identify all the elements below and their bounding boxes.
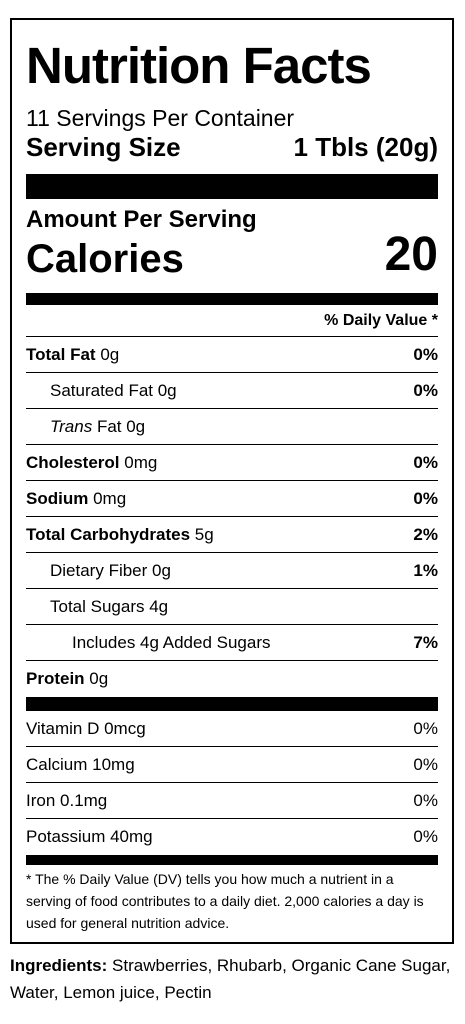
nutrient-row-added-sugars: Includes 4g Added Sugars 7%	[26, 625, 438, 662]
nutrient-label: Cholesterol	[26, 452, 120, 472]
daily-value-footnote: * The % Daily Value (DV) tells you how m…	[26, 871, 424, 931]
serving-size-row: Serving Size 1 Tbls (20g)	[26, 133, 438, 162]
nutrient-label: Sodium	[26, 488, 89, 508]
calories-value: 20	[384, 228, 438, 282]
divider-thick	[26, 697, 438, 712]
ingredients-text: Strawberries, Rhubarb, Organic Cane Suga…	[10, 956, 451, 1003]
ingredients-label: Ingredients:	[10, 956, 108, 975]
nutrition-label: Nutrition Facts 11 Servings Per Containe…	[10, 18, 454, 944]
nutrient-label: Total Sugars 4g	[50, 596, 169, 616]
nutrient-dv: 1%	[413, 560, 438, 580]
nutrient-row-total-carbohydrates: Total Carbohydrates 5g 2%	[26, 517, 438, 554]
vitamin-label: Vitamin D 0mcg	[26, 718, 146, 738]
divider-thick	[26, 173, 438, 199]
nutrient-row-total-fat: Total Fat 0g 0%	[26, 337, 438, 374]
serving-size-label: Serving Size	[26, 132, 181, 163]
vitamin-dv: 0%	[413, 754, 438, 774]
nutrient-dv: 7%	[413, 632, 438, 652]
vitamin-row: Iron 0.1mg 0%	[26, 783, 438, 820]
nutrient-amount: 5g	[194, 524, 214, 544]
nutrient-label: Saturated Fat 0g	[50, 380, 177, 400]
nutrient-name: Sodium 0mg	[26, 489, 126, 509]
nutrient-name: Total Fat 0g	[26, 345, 119, 365]
nutrient-name: Trans Fat 0g	[50, 417, 145, 437]
servings-per-container: 11 Servings Per Container	[26, 105, 295, 131]
nutrient-amount: 0mg	[124, 452, 158, 472]
vitamin-dv: 0%	[413, 718, 438, 738]
nutrient-row-sodium: Sodium 0mg 0%	[26, 481, 438, 518]
nutrient-amount: 0g	[100, 344, 120, 364]
ingredients: Ingredients: Strawberries, Rhubarb, Orga…	[10, 952, 455, 1006]
nutrient-dv: 0%	[413, 452, 438, 472]
vitamin-dv: 0%	[413, 790, 438, 810]
label-title: Nutrition Facts	[26, 37, 372, 94]
daily-value-header: % Daily Value *	[26, 305, 438, 338]
nutrient-row-total-sugars: Total Sugars 4g	[26, 589, 438, 626]
vitamin-label: Iron 0.1mg	[26, 790, 108, 810]
nutrient-label: Fat 0g	[96, 416, 146, 436]
nutrient-row-protein: Protein 0g	[26, 661, 438, 697]
nutrient-label-italic: Trans	[50, 416, 93, 436]
vitamin-dv: 0%	[413, 827, 438, 847]
amount-per-serving: Amount Per Serving	[26, 205, 257, 233]
nutrient-row-saturated-fat: Saturated Fat 0g 0%	[26, 373, 438, 410]
nutrient-dv: 0%	[413, 380, 438, 400]
nutrient-row-trans-fat: Trans Fat 0g	[26, 409, 438, 446]
vitamin-row: Potassium 40mg 0%	[26, 819, 438, 855]
calories-row: Calories 20	[26, 228, 438, 282]
vitamin-label: Potassium 40mg	[26, 827, 153, 847]
nutrient-row-dietary-fiber: Dietary Fiber 0g 1%	[26, 553, 438, 590]
serving-size-value: 1 Tbls (20g)	[293, 132, 438, 163]
nutrient-label: Total Carbohydrates	[26, 524, 191, 544]
nutrient-name: Cholesterol 0mg	[26, 453, 157, 473]
nutrient-label: Protein	[26, 669, 85, 689]
nutrient-name: Protein 0g	[26, 669, 108, 689]
nutrient-dv: 0%	[413, 344, 438, 364]
nutrient-amount: 0g	[89, 669, 109, 689]
nutrient-label: Dietary Fiber 0g	[50, 560, 171, 580]
nutrient-dv: 2%	[413, 524, 438, 544]
divider-medium	[26, 293, 438, 306]
nutrient-name: Total Carbohydrates 5g	[26, 525, 214, 545]
nutrient-label: Total Fat	[26, 344, 96, 364]
nutrient-row-cholesterol: Cholesterol 0mg 0%	[26, 445, 438, 482]
nutrient-label: Includes 4g Added Sugars	[72, 632, 271, 652]
nutrient-dv: 0%	[413, 488, 438, 508]
vitamin-row: Calcium 10mg 0%	[26, 747, 438, 784]
vitamin-label: Calcium 10mg	[26, 754, 135, 774]
calories-label: Calories	[26, 237, 184, 282]
vitamin-row: Vitamin D 0mcg 0%	[26, 711, 438, 748]
nutrient-amount: 0mg	[93, 488, 127, 508]
divider-medium	[26, 855, 438, 866]
